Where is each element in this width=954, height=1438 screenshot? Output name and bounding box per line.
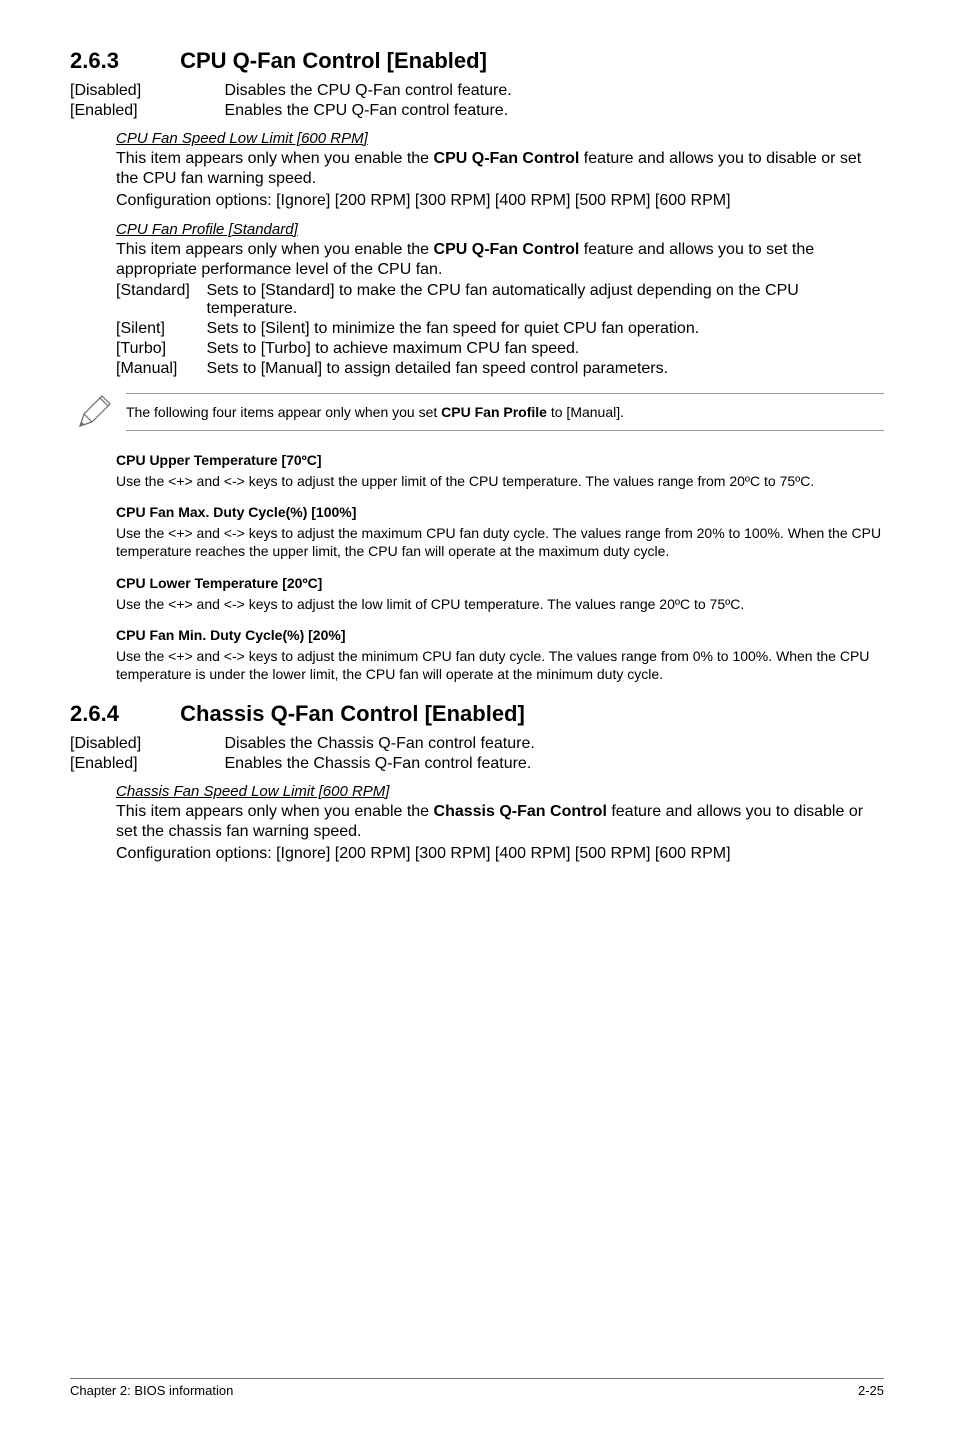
paragraph: This item appears only when you enable t…	[116, 149, 884, 189]
option-label: [Disabled]	[70, 82, 220, 100]
option-row: [Disabled] Disables the Chassis Q-Fan co…	[70, 735, 884, 753]
option-desc: Sets to [Standard] to make the CPU fan a…	[206, 282, 826, 318]
option-desc: Enables the Chassis Q-Fan control featur…	[224, 755, 844, 773]
note-block: The following four items appear only whe…	[70, 392, 884, 432]
sub-heading: Chassis Fan Speed Low Limit [600 RPM]	[116, 783, 884, 800]
option-label: [Standard]	[116, 282, 202, 300]
sub-heading: CPU Fan Min. Duty Cycle(%) [20%]	[116, 627, 884, 643]
option-desc: Sets to [Manual] to assign detailed fan …	[206, 360, 826, 378]
paragraph: This item appears only when you enable t…	[116, 240, 884, 280]
option-label: [Silent]	[116, 320, 202, 338]
sub-heading: CPU Lower Temperature [20ºC]	[116, 575, 884, 591]
option-label: [Enabled]	[70, 102, 220, 120]
paragraph: Use the <+> and <-> keys to adjust the m…	[116, 647, 884, 683]
paragraph: Configuration options: [Ignore] [200 RPM…	[116, 844, 884, 864]
sub-heading: CPU Fan Speed Low Limit [600 RPM]	[116, 130, 884, 147]
option-row: [Disabled] Disables the CPU Q-Fan contro…	[70, 82, 884, 100]
section-title: CPU Q-Fan Control [Enabled]	[180, 48, 487, 73]
section-number: 2.6.4	[70, 701, 174, 727]
option-label: [Turbo]	[116, 340, 202, 358]
option-row: [Enabled] Enables the CPU Q-Fan control …	[70, 102, 884, 120]
section-number: 2.6.3	[70, 48, 174, 74]
paragraph: Use the <+> and <-> keys to adjust the u…	[116, 472, 884, 490]
option-desc: Sets to [Silent] to minimize the fan spe…	[206, 320, 826, 338]
option-label: [Disabled]	[70, 735, 220, 753]
paragraph: Use the <+> and <-> keys to adjust the l…	[116, 595, 884, 613]
option-desc: Sets to [Turbo] to achieve maximum CPU f…	[206, 340, 826, 358]
option-row: [Turbo] Sets to [Turbo] to achieve maxim…	[116, 340, 884, 358]
page-footer: Chapter 2: BIOS information 2-25	[70, 1378, 884, 1398]
option-desc: Enables the CPU Q-Fan control feature.	[224, 102, 844, 120]
pencil-icon	[70, 392, 126, 432]
section-heading: 2.6.3 CPU Q-Fan Control [Enabled]	[70, 48, 884, 74]
paragraph: Configuration options: [Ignore] [200 RPM…	[116, 191, 884, 211]
footer-left: Chapter 2: BIOS information	[70, 1383, 233, 1398]
option-row: [Enabled] Enables the Chassis Q-Fan cont…	[70, 755, 884, 773]
sub-heading: CPU Fan Max. Duty Cycle(%) [100%]	[116, 504, 884, 520]
option-desc: Disables the Chassis Q-Fan control featu…	[224, 735, 844, 753]
note-text: The following four items appear only whe…	[126, 393, 884, 431]
option-label: [Manual]	[116, 360, 202, 378]
paragraph: This item appears only when you enable t…	[116, 802, 884, 842]
sub-heading: CPU Fan Profile [Standard]	[116, 221, 884, 238]
footer-right: 2-25	[858, 1383, 884, 1398]
paragraph: Use the <+> and <-> keys to adjust the m…	[116, 524, 884, 560]
section-heading: 2.6.4 Chassis Q-Fan Control [Enabled]	[70, 701, 884, 727]
option-row: [Manual] Sets to [Manual] to assign deta…	[116, 360, 884, 378]
option-row: [Standard] Sets to [Standard] to make th…	[116, 282, 884, 318]
section-title: Chassis Q-Fan Control [Enabled]	[180, 701, 525, 726]
option-label: [Enabled]	[70, 755, 220, 773]
sub-heading: CPU Upper Temperature [70ºC]	[116, 452, 884, 468]
option-desc: Disables the CPU Q-Fan control feature.	[224, 82, 844, 100]
option-row: [Silent] Sets to [Silent] to minimize th…	[116, 320, 884, 338]
